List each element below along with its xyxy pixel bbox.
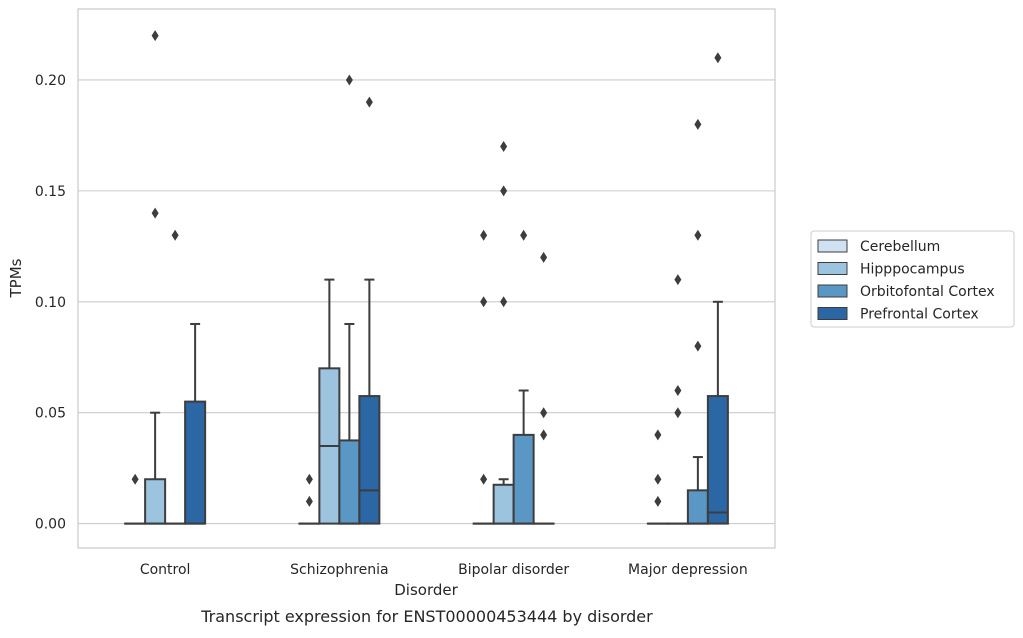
outlier-point [674,407,681,418]
plot-frame [78,9,775,548]
box [145,479,165,523]
x-tick-label: Major depression [628,562,748,578]
outlier-point [480,296,487,307]
legend-label: Cerebellum [860,239,940,255]
outlier-point [520,230,527,241]
y-axis-label: TPMs [7,258,25,298]
outlier-point [654,496,661,507]
outlier-point [540,252,547,263]
outlier-point [500,185,507,196]
legend-label: Prefrontal Cortex [860,307,979,323]
y-tick-label: 0.05 [35,406,66,422]
outlier-point [694,341,701,352]
outlier-point [694,230,701,241]
box [708,396,728,524]
box [688,490,708,523]
chart-caption: Transcript expression for ENST0000045344… [200,607,653,626]
outlier-point [172,230,179,241]
outlier-point [132,474,139,485]
outlier-point [306,496,313,507]
box [494,485,514,524]
y-tick-labels: 0.00 0.05 0.10 0.15 0.20 [35,73,66,533]
outlier-point [654,429,661,440]
outlier-point [500,141,507,152]
outlier-point [654,474,661,485]
outlier-point [540,407,547,418]
legend-swatch [818,308,847,320]
outlier-point [306,474,313,485]
y-tick-label: 0.10 [35,295,66,311]
y-tick-label: 0.00 [35,517,66,533]
outlier-point [346,74,353,85]
outlier-point [480,230,487,241]
y-tick-label: 0.15 [35,184,66,200]
legend-swatch [818,240,847,252]
box [514,435,534,524]
x-tick-label: Schizophrenia [290,562,388,578]
outlier-point [366,97,373,108]
outlier-point [674,274,681,285]
x-axis-label: Disorder [394,581,458,599]
outlier-point [500,296,507,307]
legend: Cerebellum Hipppocampus Orbitofontal Corte… [811,231,1014,327]
legend-label: Orbitofontal Cortex [860,284,995,300]
x-tick-label: Control [140,562,191,578]
outlier-point [480,474,487,485]
outlier-point [540,429,547,440]
legend-label: Hipppocampus [860,262,965,278]
box [185,402,205,524]
outlier-point [694,119,701,130]
boxes [125,280,728,524]
outlier-point [714,52,721,63]
box [339,440,359,523]
outlier-point [152,208,159,219]
outlier-point [674,385,681,396]
box [359,396,379,524]
outlier-points [132,30,722,507]
gridlines [78,80,775,524]
y-tick-label: 0.20 [35,73,66,89]
legend-swatch [818,263,847,275]
legend-swatch [818,285,847,297]
x-tick-labels: Control Schizophrenia Bipolar disorder Majo… [140,562,748,578]
outlier-point [152,30,159,41]
x-tick-label: Bipolar disorder [458,562,569,578]
